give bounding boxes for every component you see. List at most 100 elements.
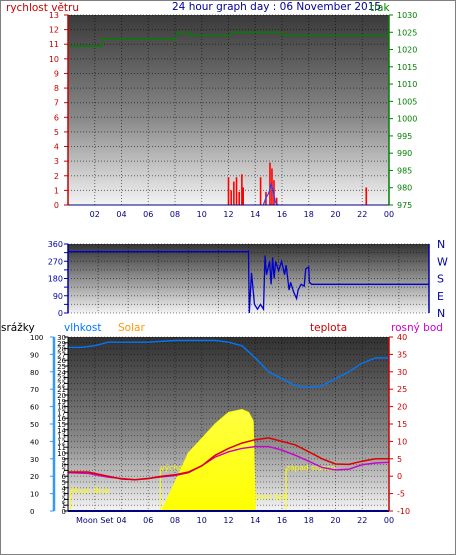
rain-tick-label: 15 — [57, 421, 66, 429]
temperature-line — [68, 437, 389, 481]
time-tick-label: 10 — [197, 210, 207, 219]
time-tick-label: 20 — [330, 210, 340, 219]
rain-tick-label: 4 — [62, 485, 67, 493]
humidity-tick-label: 30 — [30, 456, 39, 464]
time-tick-label: 16 — [277, 516, 287, 525]
wind-speed-tick-label: 3 — [54, 157, 59, 166]
wind-direction-line — [68, 251, 429, 314]
pressure-tick-label: 975 — [397, 201, 412, 210]
wind-direction-series — [68, 251, 429, 314]
astronomy-marker-label: východ slunce — [160, 463, 214, 472]
rain-tick-label: 10 — [57, 450, 66, 458]
astronomy-marker-label: Moon Set — [251, 492, 286, 501]
time-tick-label: 12 — [223, 210, 233, 219]
wind-speed-tick-label: 5 — [54, 128, 59, 137]
wind-speed-tick-label: 11 — [49, 40, 59, 49]
wind-speed-tick-label: 1 — [54, 186, 59, 195]
humidity-tick-label: 100 — [30, 334, 43, 342]
temperature-tick-label: 0 — [397, 472, 402, 481]
time-tick-label: 20 — [330, 516, 340, 525]
temperature-axis-title: teplota — [310, 322, 347, 334]
temperature-tick-label: 20 — [397, 403, 407, 412]
astronomy-marker-label: západ slunce — [286, 463, 336, 472]
temperature-tick-label: 5 — [397, 455, 402, 464]
humidity-tick-label: 60 — [30, 404, 39, 412]
wind-speed-tick-label: 2 — [54, 172, 59, 181]
time-tick-label: 14 — [250, 210, 260, 219]
rain-tick-label: 16 — [57, 415, 66, 423]
pressure-tick-label: 1000 — [397, 115, 417, 124]
wind-speed-tick-label: 4 — [54, 143, 59, 152]
humidity-temperature-series: Moon Rise východ slunce Moon Set západ slun… — [67, 339, 390, 512]
direction-tick-label: 270 — [48, 257, 63, 266]
rain-tick-label: 25 — [57, 363, 66, 371]
time-tick-label: 00 — [384, 516, 394, 525]
wind-pressure-plot-area — [68, 15, 389, 205]
temperature-tick-label: 15 — [397, 420, 407, 429]
pressure-tick-label: 1005 — [397, 97, 417, 106]
pressure-tick-label: 990 — [397, 149, 412, 158]
time-tick-label: 22 — [357, 210, 367, 219]
rain-tick-label: 24 — [57, 369, 66, 377]
wind-speed-tick-label: 8 — [54, 84, 59, 93]
humidity-temperature-ticks: 0123456789101112131415161718192021222324… — [30, 333, 410, 525]
temperature-tick-label: 25 — [397, 385, 407, 394]
rain-tick-label: 8 — [62, 462, 66, 470]
wind-speed-tick-label: 6 — [54, 113, 59, 122]
pressure-tick-label: 1030 — [397, 11, 417, 20]
temperature-tick-label: 35 — [397, 350, 407, 359]
time-tick-label: 06 — [143, 516, 153, 525]
wind-pressure-series — [68, 31, 389, 206]
wind-speed-axis-title: rychlost větru — [6, 2, 79, 14]
time-tick-label: 18 — [304, 516, 314, 525]
rain-tick-label: 2 — [62, 496, 66, 504]
solar-axis-title: Solar — [118, 322, 145, 334]
astronomy-marker-label: Moon Rise — [71, 487, 110, 496]
wind-speed-tick-label: 7 — [54, 99, 59, 108]
temperature-tick-label: 40 — [397, 333, 407, 342]
rain-tick-label: 6 — [62, 473, 67, 481]
dewpoint-axis-title: rosný bod — [391, 322, 443, 334]
rain-tick-label: 20 — [57, 392, 66, 400]
direction-tick-label: 180 — [48, 275, 63, 284]
time-tick-label: 04 — [116, 210, 126, 219]
rain-tick-label: 17 — [57, 409, 66, 417]
time-tick-label: Moon Set — [76, 516, 113, 525]
temperature-tick-label: -10 — [397, 507, 410, 516]
direction-tick-label: 360 — [48, 240, 63, 249]
time-tick-label: 16 — [277, 210, 287, 219]
humidity-tick-label: 70 — [30, 386, 39, 394]
rain-tick-label: 3 — [62, 491, 66, 499]
average-wind-line — [262, 182, 279, 206]
time-tick-label: 22 — [357, 516, 367, 525]
humidity-tick-label: 90 — [30, 351, 39, 359]
time-tick-label: 06 — [143, 210, 153, 219]
humidity-line — [68, 339, 389, 389]
pressure-tick-label: 995 — [397, 132, 412, 141]
wind-speed-tick-label: 0 — [54, 201, 59, 210]
wind-speed-tick-label: 13 — [49, 11, 59, 20]
rain-tick-label: 22 — [57, 380, 66, 388]
rain-tick-label: 21 — [57, 386, 66, 394]
rain-tick-label: 11 — [57, 444, 66, 452]
rain-tick-label: 27 — [57, 351, 66, 359]
rain-tick-label: 14 — [57, 427, 66, 435]
rain-tick-label: 5 — [62, 479, 66, 487]
time-tick-label: 12 — [223, 516, 233, 525]
rain-tick-label: 26 — [57, 357, 66, 365]
wind-speed-tick-label: 10 — [49, 55, 59, 64]
time-tick-label: 04 — [116, 516, 126, 525]
rain-tick-label: 28 — [57, 346, 66, 354]
time-tick-label: 08 — [170, 210, 180, 219]
rain-tick-label: 23 — [57, 375, 66, 383]
pressure-tick-label: 980 — [397, 184, 412, 193]
time-tick-label: 08 — [170, 516, 180, 525]
time-tick-label: 18 — [304, 210, 314, 219]
compass-tick-label: N — [437, 238, 445, 251]
rain-tick-label: 1 — [62, 502, 66, 510]
rain-tick-label: 18 — [57, 404, 66, 412]
wind-pressure-grid — [68, 14, 390, 206]
